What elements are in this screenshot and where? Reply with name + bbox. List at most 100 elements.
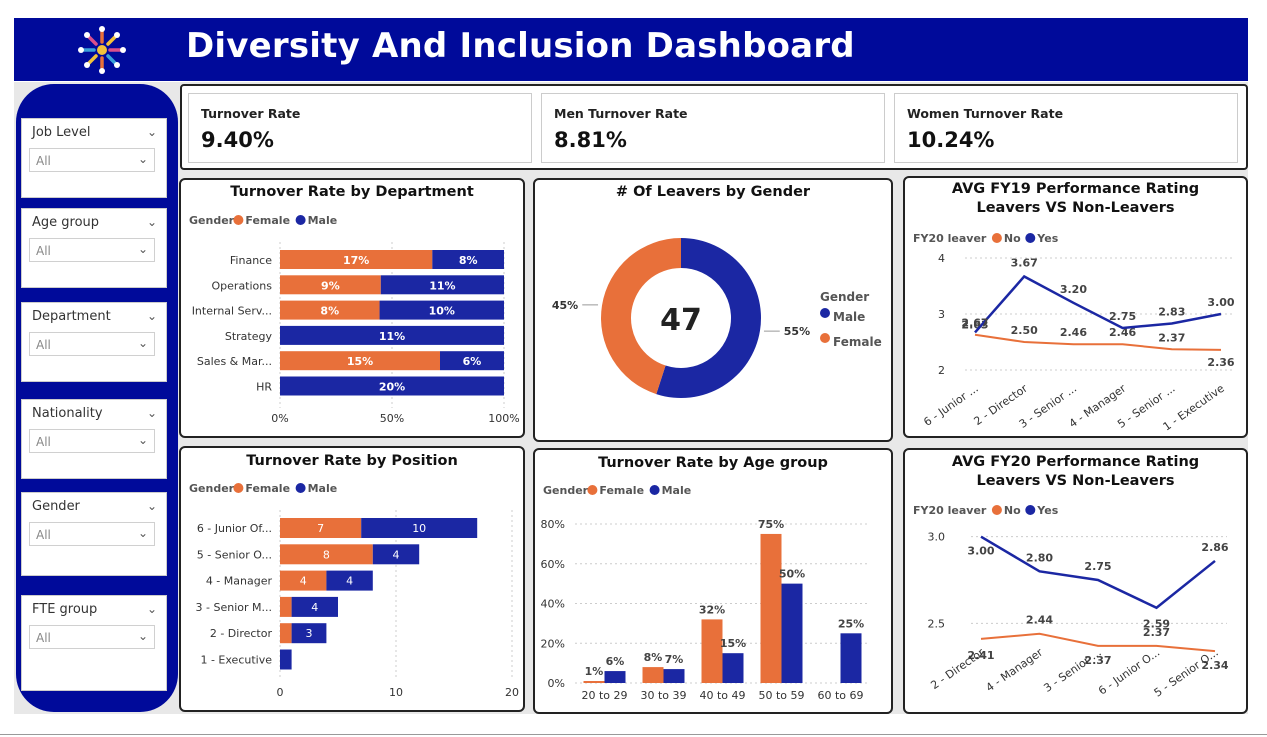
data-label: 2.46: [1060, 326, 1087, 339]
data-label: 2.37: [1158, 331, 1185, 344]
y-tick-label: 40%: [541, 598, 565, 611]
slicer-label: FTE group: [32, 602, 98, 617]
legend-label: No: [1004, 232, 1021, 245]
age-group-bar-chart: Gender Female Male 0% 20% 40% 60% 80% 20 to 29 1%…: [541, 484, 870, 702]
category-label: Operations: [212, 279, 273, 292]
slicer-fte-group[interactable]: FTE group ⌄ All ⌄: [21, 595, 167, 691]
data-label: 15%: [347, 355, 373, 368]
category-label: Strategy: [225, 330, 273, 343]
bar-male: [361, 518, 478, 538]
legend-marker: [295, 483, 306, 493]
line-series-yes: [974, 274, 1222, 334]
data-label: 11%: [429, 279, 455, 292]
slicer-department[interactable]: Department ⌄ All ⌄: [21, 302, 167, 382]
data-label: 4: [346, 575, 353, 588]
x-tick-label: 100%: [488, 412, 519, 425]
data-label: 75%: [758, 518, 784, 531]
x-tick-label: 50%: [380, 412, 404, 425]
job-level-dropdown[interactable]: All ⌄: [29, 148, 155, 172]
chart-fy20-performance[interactable]: AVG FY20 Performance Rating Leavers VS N…: [903, 448, 1248, 714]
bar-male: [280, 325, 504, 345]
bar-male: [432, 250, 504, 269]
fte-group-dropdown[interactable]: All ⌄: [29, 625, 155, 649]
data-label: 8%: [320, 305, 339, 318]
legend-label: Male: [308, 482, 338, 495]
chart-leavers-by-gender[interactable]: # Of Leavers by Gender 47 55% 45% Gender Mal…: [533, 178, 893, 442]
nationality-dropdown[interactable]: All ⌄: [29, 429, 155, 453]
slicer-job-level[interactable]: Job Level ⌄ All ⌄: [21, 118, 167, 198]
kpi-label: Turnover Rate: [201, 106, 301, 121]
chevron-down-icon[interactable]: ⌄: [146, 499, 157, 513]
legend-marker: [1025, 505, 1036, 515]
fy20-line-chart: FY20 leaver No Yes2.53.02.412.442.372.372.…: [913, 504, 1229, 700]
slicer-nationality[interactable]: Nationality ⌄ All ⌄: [21, 399, 167, 479]
data-label: 8: [323, 548, 330, 561]
line-series-no: [980, 632, 1216, 653]
category-label: 2 - Director: [210, 627, 273, 640]
legend-marker: [233, 215, 244, 225]
bar-male: [840, 633, 862, 683]
dropdown-value: All: [36, 631, 51, 645]
y-tick-label: 0%: [548, 677, 565, 690]
bottom-divider: [0, 734, 1267, 735]
chart-title: # Of Leavers by Gender: [615, 184, 811, 200]
slicer-age-group[interactable]: Age group ⌄ All ⌄: [21, 208, 167, 288]
legend-marker: [587, 485, 598, 495]
bar-female: [280, 570, 327, 591]
chart-turnover-by-department[interactable]: Turnover Rate by Department Gender Female…: [179, 178, 525, 438]
data-label: 1%: [585, 665, 604, 678]
kpi-card-turnover-rate: Turnover Rate 9.40%: [188, 93, 532, 163]
category-label: 2 - Director: [928, 646, 987, 693]
chevron-down-icon: ⌄: [137, 526, 148, 540]
chevron-down-icon[interactable]: ⌄: [146, 602, 157, 616]
legend-marker: [991, 233, 1002, 243]
legend-marker: [649, 485, 660, 495]
data-label: 45%: [552, 299, 578, 312]
chart-title: Turnover Rate by Department: [230, 184, 474, 200]
category-label: 30 to 39: [640, 689, 686, 702]
chevron-down-icon[interactable]: ⌄: [146, 215, 157, 229]
department-bar-chart: Gender Female Male 0% 50% 100% Finance 17% 8% Ope…: [189, 214, 520, 425]
slicer-label: Age group: [32, 215, 100, 230]
chevron-down-icon[interactable]: ⌄: [146, 406, 157, 420]
slicer-gender[interactable]: Gender ⌄ All ⌄: [21, 492, 167, 576]
data-label: 32%: [699, 603, 725, 616]
slicer-label: Gender: [32, 499, 80, 514]
x-tick-label: 20: [505, 686, 519, 699]
line-series-no: [974, 333, 1222, 351]
y-tick-label: 3.0: [928, 531, 946, 544]
legend-marker: [233, 483, 244, 493]
fy19-line-chart: FY20 leaver No Yes 2 3 4 2.63 2.50 2.46 2.46 2.37 2…: [913, 232, 1235, 433]
gender-dropdown[interactable]: All ⌄: [29, 522, 155, 546]
bar-male: [380, 275, 504, 295]
age-group-dropdown[interactable]: All ⌄: [29, 238, 155, 262]
category-label: 1 - Executive: [200, 654, 272, 667]
kpi-card-women-turnover-rate: Women Turnover Rate 10.24%: [894, 93, 1238, 163]
data-label: 3.67: [1011, 256, 1038, 269]
donut-center-value: 47: [660, 303, 702, 338]
legend-label: Male: [308, 214, 338, 227]
x-tick-label: 0: [277, 686, 284, 699]
bar-female: [280, 544, 373, 565]
chart-turnover-by-age-group[interactable]: Turnover Rate by Age group Gender Female M…: [533, 448, 893, 714]
slicer-label: Job Level: [32, 125, 91, 140]
chart-fy19-performance[interactable]: AVG FY19 Performance Rating Leavers VS N…: [903, 176, 1248, 438]
chevron-down-icon[interactable]: ⌄: [146, 125, 157, 139]
legend-marker: [820, 308, 830, 318]
data-label: 4: [300, 575, 307, 588]
data-label: 2.41: [967, 649, 994, 662]
kpi-label: Men Turnover Rate: [554, 106, 688, 121]
bar-male: [604, 671, 626, 683]
department-dropdown[interactable]: All ⌄: [29, 332, 155, 356]
chart-turnover-by-position[interactable]: Turnover Rate by Position Gender Female Ma…: [179, 446, 525, 712]
chevron-down-icon[interactable]: ⌄: [146, 309, 157, 323]
legend-label: Female: [245, 214, 290, 227]
y-tick-label: 3: [938, 308, 945, 321]
bar-female: [280, 596, 292, 617]
category-label: 20 to 29: [581, 689, 627, 702]
legend-label: Male: [662, 484, 692, 497]
data-label: 3.20: [1060, 283, 1087, 296]
kpi-value: 8.81%: [554, 128, 627, 152]
bar-male: [722, 653, 744, 683]
